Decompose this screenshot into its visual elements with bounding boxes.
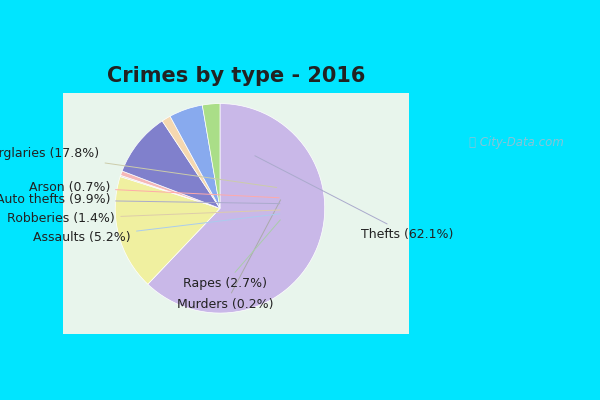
- Wedge shape: [162, 116, 220, 208]
- Text: ⓘ City-Data.com: ⓘ City-Data.com: [469, 136, 564, 150]
- Wedge shape: [120, 175, 220, 208]
- Text: Robberies (1.4%): Robberies (1.4%): [7, 210, 280, 225]
- Wedge shape: [202, 104, 220, 208]
- Text: Auto thefts (9.9%): Auto thefts (9.9%): [0, 194, 280, 206]
- Text: Rapes (2.7%): Rapes (2.7%): [183, 220, 280, 290]
- Wedge shape: [122, 121, 220, 208]
- Wedge shape: [115, 176, 220, 284]
- Text: Burglaries (17.8%): Burglaries (17.8%): [0, 147, 277, 188]
- Text: Arson (0.7%): Arson (0.7%): [29, 181, 279, 198]
- Wedge shape: [148, 104, 325, 313]
- Title: Crimes by type - 2016: Crimes by type - 2016: [107, 66, 365, 86]
- Text: Murders (0.2%): Murders (0.2%): [177, 200, 281, 311]
- Text: Thefts (62.1%): Thefts (62.1%): [255, 156, 454, 241]
- Wedge shape: [121, 171, 220, 208]
- Text: Assaults (5.2%): Assaults (5.2%): [34, 214, 280, 244]
- Wedge shape: [170, 105, 220, 208]
